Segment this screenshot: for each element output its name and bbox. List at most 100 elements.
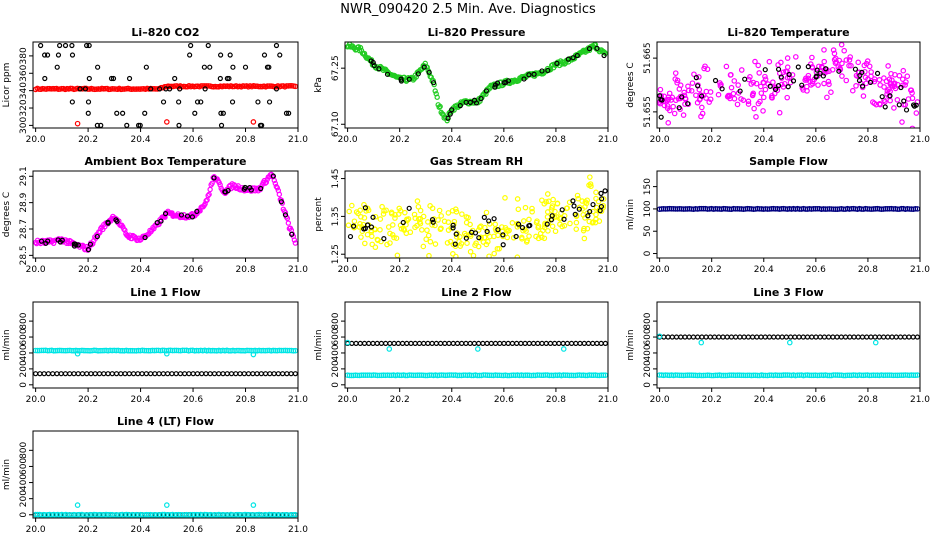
x-tick-label: 20.4	[754, 395, 774, 405]
flow-point	[250, 371, 256, 377]
scatter-point	[403, 230, 410, 237]
flow-point	[872, 334, 878, 340]
scatter-point	[495, 232, 501, 239]
overlay-point	[45, 238, 51, 244]
scatter-point	[838, 42, 845, 48]
overlay-point	[526, 223, 532, 229]
reference-point	[187, 52, 193, 58]
scatter-point	[496, 245, 502, 252]
overlay-point	[817, 70, 823, 76]
chart-title: Line 1 Flow	[130, 286, 200, 299]
data-layer	[345, 42, 608, 124]
overlay-point	[398, 78, 405, 84]
scatter-point	[784, 94, 791, 101]
scatter-point	[592, 219, 599, 226]
scatter-point	[876, 101, 883, 107]
overlay-point	[370, 214, 376, 220]
flow-point	[275, 371, 281, 377]
band-point	[276, 191, 283, 198]
reference-point	[205, 42, 211, 49]
chart-temperature: Li–820 Temperature degrees C 20.0 20.2 20.4 2…	[626, 26, 930, 145]
overlay-point	[406, 205, 412, 211]
scatter-point	[821, 58, 828, 65]
flow-point	[526, 340, 532, 347]
co2-point	[149, 85, 156, 92]
y-tick-label: 800	[19, 312, 29, 329]
scatter-point	[760, 79, 767, 86]
flow-point	[292, 371, 298, 377]
data-layer	[345, 174, 608, 258]
plot-frame	[656, 41, 921, 129]
scatter-point	[853, 83, 859, 89]
overlay-point	[859, 83, 866, 89]
flow-point	[429, 340, 435, 347]
x-tick-label: 20.0	[26, 135, 46, 145]
scatter-point	[459, 211, 465, 217]
flow-point	[690, 334, 697, 340]
scatter-point	[588, 183, 594, 190]
overlay-point	[447, 111, 453, 117]
scatter-point	[907, 87, 914, 93]
scatter-point	[453, 253, 459, 258]
data-layer	[657, 42, 920, 128]
reference-point	[218, 122, 225, 128]
overlay-point	[450, 225, 456, 231]
scatter-point	[365, 207, 372, 214]
overlay-point	[406, 76, 412, 82]
flow-point	[912, 206, 919, 212]
overlay-point	[501, 80, 507, 86]
flow-point	[600, 372, 607, 379]
scatter-point	[587, 174, 593, 180]
plot-frame	[344, 301, 609, 389]
flow-point	[290, 511, 297, 518]
scatter-point	[346, 208, 352, 215]
x-tick-label: 21.0	[288, 265, 308, 275]
flow-point	[194, 371, 201, 377]
chart-line4: Line 4 (LT) Flow ml/min 20.0 20.2 20.4 20.6 20…	[2, 415, 308, 535]
chart-title: Li–820 Temperature	[727, 26, 849, 39]
x-tick-label: 20.6	[183, 525, 203, 535]
data-point	[164, 502, 170, 508]
scatter-point	[486, 233, 493, 240]
overlay-point	[513, 233, 519, 240]
scatter-point	[415, 203, 422, 210]
overlay-point	[142, 234, 148, 241]
flow-point	[92, 371, 98, 377]
flow-point	[199, 371, 205, 377]
scatter-point	[876, 77, 883, 83]
x-tick-label: 20.4	[442, 265, 462, 275]
scatter-point	[674, 79, 680, 86]
flow-point	[370, 340, 376, 347]
y-tick-label: 50	[643, 225, 653, 237]
flow-point	[543, 340, 549, 347]
reference-point	[42, 75, 48, 82]
flow-point	[62, 371, 69, 377]
y-tick-label: 51.665	[643, 42, 653, 74]
band-point	[203, 198, 209, 204]
flow-point	[847, 334, 853, 340]
x-tick-label: 20.0	[650, 395, 670, 405]
overlay-point	[587, 208, 593, 215]
flow-point	[813, 334, 819, 340]
flow-point	[126, 371, 132, 377]
flow-point	[480, 340, 486, 347]
reference-point	[82, 86, 88, 92]
scatter-point	[861, 62, 868, 69]
data-point	[698, 339, 705, 346]
flow-point	[547, 340, 554, 347]
flow-point	[233, 371, 239, 377]
scatter-point	[846, 57, 853, 63]
overlay-point	[910, 102, 917, 108]
overlay-point	[445, 115, 451, 121]
flow-point	[741, 334, 747, 340]
overlay-point	[364, 222, 371, 228]
scatter-point	[564, 205, 571, 211]
scatter-point	[753, 114, 759, 120]
scatter-point	[384, 241, 390, 248]
scatter-point	[457, 233, 463, 240]
x-tick-label: 20.2	[78, 395, 98, 405]
flow-point	[661, 334, 667, 340]
reference-point	[259, 122, 265, 128]
scatter-point	[486, 253, 492, 258]
flow-point	[262, 371, 269, 377]
